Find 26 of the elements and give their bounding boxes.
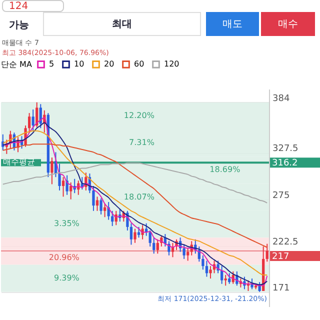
y-tick-label: 222.5 — [272, 238, 298, 248]
band-label: 18.69% — [210, 165, 241, 174]
band-label: 12.20% — [124, 110, 155, 120]
y-tick-label: 327.5 — [272, 144, 298, 154]
legend-label: 120 — [164, 59, 180, 68]
legend-label: 60 — [134, 59, 144, 68]
text: 217 — [272, 252, 290, 262]
y-tick-label: 171 — [272, 283, 290, 294]
ref-line-label: 매수평균 — [3, 158, 35, 167]
text: 가능 — [8, 19, 30, 33]
band-label: 20.96% — [48, 253, 80, 262]
band-label: 9.39% — [54, 273, 80, 282]
text: 316.2 — [272, 158, 298, 169]
band-label: 3.35% — [54, 219, 80, 228]
legend-label: 20 — [104, 59, 114, 68]
legend-label: 5 — [49, 59, 54, 68]
y-tick-label: 384 — [272, 94, 290, 104]
text: 최대 — [43, 12, 201, 36]
text: 매수 — [261, 12, 315, 36]
legend-label: 10 — [74, 59, 84, 68]
text: 124 — [2, 0, 64, 12]
band-label: 7.31% — [129, 138, 155, 148]
legend-title: 단순 MA — [1, 60, 32, 69]
y-tick-label: 275 — [272, 190, 290, 201]
text: 매도 — [206, 12, 259, 36]
band-label: 18.07% — [124, 192, 155, 202]
